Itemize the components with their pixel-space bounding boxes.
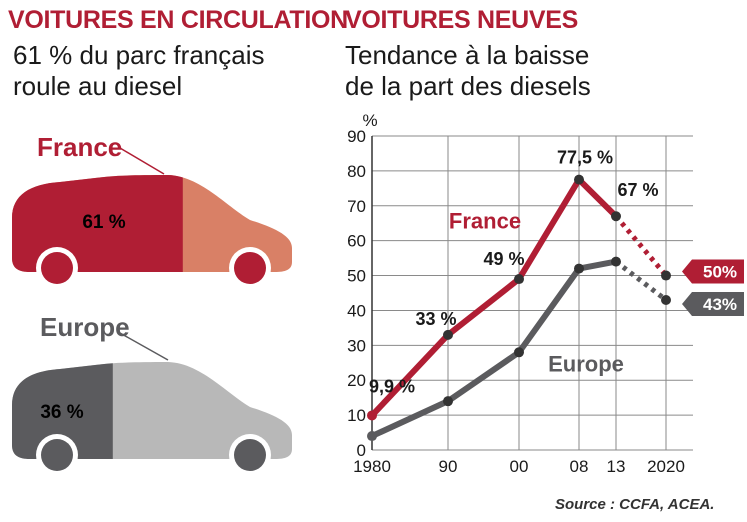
y-tick-label: 10: [347, 406, 366, 425]
data-point-france: [611, 211, 621, 222]
data-label-france: 33 %: [415, 309, 456, 329]
series-name-france: France: [449, 208, 521, 233]
europe-car-label: Europe: [40, 312, 130, 342]
data-point-france: [443, 329, 453, 340]
right-subtitle: Tendance à la baisse de la part des dies…: [345, 40, 591, 102]
y-tick-label: 40: [347, 301, 366, 320]
right-subtitle-line1: Tendance à la baisse: [345, 40, 590, 70]
y-tick-label: 80: [347, 162, 366, 181]
france-car-icon: [12, 175, 292, 289]
left-subtitle-line2: roule au diesel: [13, 71, 183, 101]
left-subtitle: 61 % du parc français roule au diesel: [13, 40, 264, 102]
data-label-france: 49 %: [483, 249, 524, 269]
right-subtitle-line2: de la part des diesels: [345, 71, 591, 101]
data-point-europe: [367, 431, 377, 442]
europe-car-tire-front: [41, 439, 73, 471]
data-point-europe: [443, 396, 453, 407]
y-tick-label: 30: [347, 336, 366, 355]
data-label-france: 9,9 %: [369, 376, 415, 396]
diesel-share-line-chart: 0 10 20 30 40 50 60 70 80 90% 1980 90 00 08 13 2020 9,9 …: [347, 111, 744, 476]
data-point-europe: [514, 347, 524, 358]
france-share-label: 61 %: [82, 212, 125, 233]
y-tick-label: 0: [357, 441, 366, 460]
end-label-europe: 43%: [703, 295, 737, 314]
x-tick-label: 00: [510, 457, 529, 476]
europe-car-tire-rear: [234, 439, 266, 471]
series-name-europe: Europe: [548, 352, 624, 377]
europe-share-label: 36 %: [40, 402, 83, 423]
source-note: Source : CCFA, ACEA.: [555, 496, 715, 513]
x-tick-label: 2020: [647, 457, 685, 476]
data-point-europe: [574, 263, 584, 274]
end-label-france: 50%: [703, 263, 737, 282]
data-point-france: [661, 270, 671, 281]
data-point-europe: [661, 294, 671, 305]
france-car-tire-rear: [234, 252, 266, 284]
series-projection-europe: [614, 259, 668, 302]
europe-label-leader: [119, 332, 169, 361]
y-tick-label: 20: [347, 371, 366, 390]
data-point-europe: [611, 256, 621, 267]
y-tick-label: 90: [347, 127, 366, 146]
y-tick-label: 60: [347, 232, 366, 251]
france-car-label: France: [37, 132, 123, 162]
data-label-france: 77,5 %: [557, 148, 613, 168]
y-unit-label: %: [362, 111, 377, 130]
y-tick-label: 70: [347, 197, 366, 216]
end-label-badge-france: [682, 259, 744, 284]
y-tick-label: 50: [347, 267, 366, 286]
end-label-badge-europe: [682, 291, 744, 316]
left-subtitle-line1: 61 % du parc français: [13, 40, 265, 70]
x-tick-label: 90: [439, 457, 458, 476]
x-tick-label: 1980: [353, 457, 391, 476]
data-label-france: 67 %: [617, 180, 658, 200]
x-tick-label: 13: [607, 457, 626, 476]
data-point-france: [367, 410, 377, 421]
x-tick-label: 08: [570, 457, 589, 476]
france-car-tire-front: [41, 252, 73, 284]
series-projection-france: [614, 214, 668, 278]
france-label-leader: [119, 147, 165, 175]
left-title: VOITURES EN CIRCULATION: [8, 6, 348, 34]
right-title: VOITURES NEUVES: [345, 6, 579, 34]
data-point-france: [514, 274, 524, 285]
data-point-france: [574, 174, 584, 185]
